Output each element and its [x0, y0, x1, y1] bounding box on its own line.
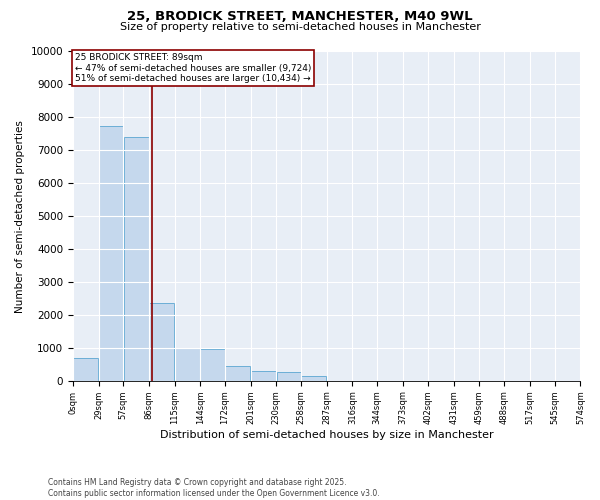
X-axis label: Distribution of semi-detached houses by size in Manchester: Distribution of semi-detached houses by …: [160, 430, 494, 440]
Text: 25 BRODICK STREET: 89sqm
← 47% of semi-detached houses are smaller (9,724)
51% o: 25 BRODICK STREET: 89sqm ← 47% of semi-d…: [74, 53, 311, 83]
Bar: [175, 348, 200, 380]
Bar: [200, 350, 225, 380]
Bar: [277, 372, 301, 380]
Bar: [149, 304, 175, 380]
Bar: [73, 358, 98, 380]
Bar: [251, 371, 276, 380]
Bar: [99, 126, 123, 380]
Y-axis label: Number of semi-detached properties: Number of semi-detached properties: [15, 120, 25, 312]
Text: Contains HM Land Registry data © Crown copyright and database right 2025.
Contai: Contains HM Land Registry data © Crown c…: [48, 478, 380, 498]
Bar: [301, 376, 326, 380]
Text: 25, BRODICK STREET, MANCHESTER, M40 9WL: 25, BRODICK STREET, MANCHESTER, M40 9WL: [127, 10, 473, 23]
Bar: [225, 366, 250, 380]
Bar: [124, 137, 149, 380]
Text: Size of property relative to semi-detached houses in Manchester: Size of property relative to semi-detach…: [119, 22, 481, 32]
